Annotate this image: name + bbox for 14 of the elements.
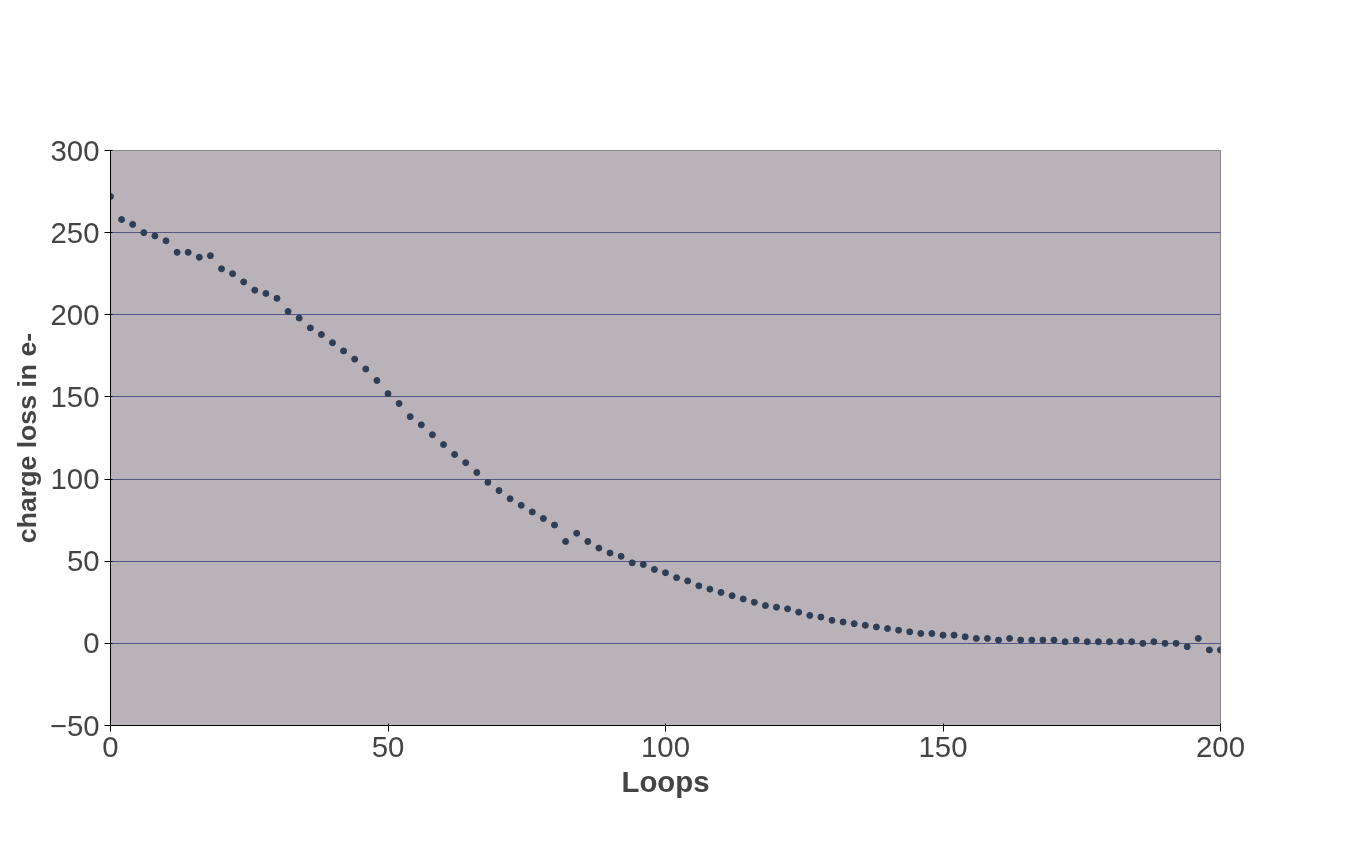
- y-tick-label: 100: [50, 462, 100, 496]
- y-tick-label: −50: [49, 708, 100, 742]
- y-tick-label: 150: [50, 379, 100, 413]
- y-tick-label: 0: [83, 626, 100, 660]
- x-tick-label: 100: [641, 729, 690, 763]
- x-tick-label: 150: [918, 729, 968, 763]
- y-tick-label: 250: [50, 215, 100, 249]
- y-tick-label: 300: [50, 133, 100, 167]
- x-axis-title: Loops: [621, 764, 710, 798]
- y-tick-label: 200: [50, 297, 100, 331]
- y-tick-label: 50: [66, 544, 100, 578]
- y-axis-title: charge loss in e-: [11, 332, 42, 544]
- x-tick-label: 200: [1196, 729, 1245, 763]
- x-tick-label: 50: [371, 729, 405, 763]
